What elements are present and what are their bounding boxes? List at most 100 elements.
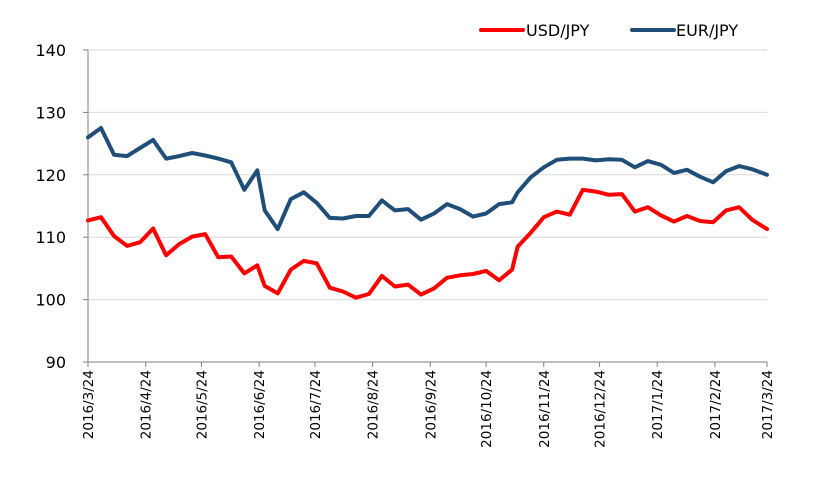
data-point [594, 190, 598, 194]
data-point [633, 210, 637, 214]
data-point [568, 157, 572, 161]
x-tick-label: 2017/2/24 [708, 370, 724, 439]
data-point [685, 214, 689, 218]
data-point [367, 292, 371, 296]
y-tick-label: 100 [35, 291, 66, 310]
data-point [255, 168, 259, 172]
data-point [646, 159, 650, 163]
x-tick-label: 2017/3/24 [760, 370, 776, 439]
data-point [216, 157, 220, 161]
data-point [672, 220, 676, 224]
data-point [510, 268, 514, 272]
x-tick-labels: 2016/3/24 2016/4/24 2016/5/24 2016/6/24 2016… [81, 370, 776, 448]
data-point [516, 245, 520, 249]
x-tick-label: 2016/9/24 [423, 370, 439, 439]
data-point [177, 154, 181, 158]
data-point [568, 213, 572, 217]
data-point [633, 165, 637, 169]
data-point [750, 167, 754, 171]
data-point [112, 234, 116, 238]
data-point [529, 231, 533, 235]
data-point [737, 164, 741, 168]
series-line-usd-jpy [86, 187, 769, 300]
data-point [646, 205, 650, 209]
data-point [659, 163, 663, 167]
legend-label: USD/JPY [526, 21, 590, 40]
data-point [255, 263, 259, 267]
data-point [138, 240, 142, 244]
data-point [516, 190, 520, 194]
data-point [471, 272, 475, 276]
data-point [86, 218, 90, 222]
data-point [112, 153, 116, 157]
data-point [229, 254, 233, 259]
x-tick-label: 2016/12/24 [593, 370, 609, 448]
data-point [672, 171, 676, 175]
x-tick-label: 2017/1/24 [650, 370, 666, 439]
data-point [432, 286, 436, 290]
data-point [380, 198, 384, 202]
data-point [555, 158, 559, 162]
axes [83, 49, 768, 367]
data-point [594, 158, 598, 162]
y-tick-label: 120 [35, 166, 66, 185]
data-point [555, 210, 559, 214]
data-point [659, 213, 663, 217]
data-point [164, 253, 168, 257]
data-point [445, 276, 449, 280]
data-point [86, 135, 90, 139]
data-point [432, 211, 436, 216]
series-lines [86, 126, 769, 300]
data-point [765, 227, 769, 231]
data-point [315, 201, 319, 205]
data-point [216, 255, 220, 259]
data-point [458, 207, 462, 211]
data-point [620, 158, 624, 162]
y-tick-label: 130 [35, 103, 66, 122]
data-point [341, 216, 345, 221]
y-tick-label: 90 [46, 353, 66, 372]
x-tick-label: 2016/5/24 [194, 370, 210, 439]
data-point [458, 273, 462, 277]
data-point [289, 197, 293, 201]
legend: USD/JPY EUR/JPY [479, 21, 738, 40]
x-tick-label: 2016/8/24 [366, 370, 382, 439]
data-point [203, 153, 207, 158]
data-point [99, 126, 103, 130]
y-tick-label: 110 [35, 228, 66, 247]
data-point [620, 192, 624, 196]
data-point [406, 283, 410, 287]
data-point [380, 274, 384, 278]
data-point [711, 180, 715, 184]
data-point [263, 284, 267, 288]
x-tick-label: 2016/3/24 [81, 370, 97, 439]
data-point [276, 291, 280, 295]
data-point [138, 146, 142, 150]
data-point [607, 193, 611, 197]
data-point [289, 268, 293, 272]
data-point [302, 190, 306, 194]
data-point [581, 188, 585, 192]
data-point [393, 208, 397, 212]
data-point [484, 269, 488, 273]
data-point [242, 271, 246, 275]
data-point [750, 218, 754, 222]
data-point [497, 202, 501, 206]
data-point [242, 188, 246, 192]
data-point [151, 226, 155, 231]
x-tick-label: 2016/4/24 [139, 370, 155, 439]
data-point [711, 220, 715, 224]
gridlines [88, 49, 767, 301]
data-point [765, 173, 769, 177]
data-point [724, 169, 728, 173]
data-point [328, 286, 332, 290]
data-point [276, 227, 280, 231]
data-point [99, 215, 103, 219]
data-point [302, 259, 306, 263]
data-point [164, 157, 168, 161]
data-point [698, 175, 702, 179]
data-point [698, 219, 702, 223]
data-point [315, 261, 319, 265]
